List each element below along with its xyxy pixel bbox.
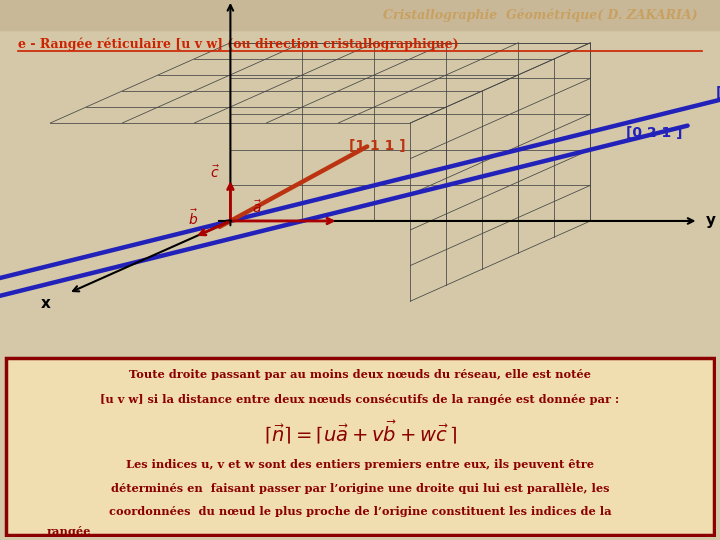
Text: rangée: rangée: [46, 526, 91, 537]
Text: Les indices u, v et w sont des entiers premiers entre eux, ils peuvent être: Les indices u, v et w sont des entiers p…: [126, 460, 594, 470]
Text: [1 1 1 ]: [1 1 1 ]: [349, 139, 406, 153]
Text: [u v w] si la distance entre deux nœuds consécutifs de la rangée est donnée par : [u v w] si la distance entre deux nœuds …: [100, 394, 620, 406]
Text: e - Rangée réticulaire [u v w] (ou direction cristallographique): e - Rangée réticulaire [u v w] (ou direc…: [18, 38, 459, 51]
Text: x: x: [40, 296, 50, 311]
Text: $\vec{b}$: $\vec{b}$: [188, 208, 198, 228]
Text: coordonnées  du nœud le plus proche de l’origine constituent les indices de la: coordonnées du nœud le plus proche de l’…: [109, 507, 611, 517]
Text: $\lceil \vec{n} \rceil = \lceil u\vec{a} + v\vec{b} + w\vec{c}\, \rceil$: $\lceil \vec{n} \rceil = \lceil u\vec{a}…: [264, 418, 456, 446]
Text: $\vec{c}$: $\vec{c}$: [210, 165, 220, 181]
Text: déterminés en  faisant passer par l’origine une droite qui lui est parallèle, le: déterminés en faisant passer par l’origi…: [111, 483, 609, 494]
Text: Toute droite passant par au moins deux nœuds du réseau, elle est notée: Toute droite passant par au moins deux n…: [129, 369, 591, 380]
Text: $\vec{a}$: $\vec{a}$: [252, 199, 262, 215]
Text: [0 2 1 ]: [0 2 1 ]: [716, 86, 720, 100]
Text: [0 2 1 ]: [0 2 1 ]: [626, 126, 683, 140]
Bar: [0, 0, 720, 30]
Text: Cristallographie  Géométrique( D. ZAKARIA): Cristallographie Géométrique( D. ZAKARIA…: [383, 8, 697, 22]
FancyBboxPatch shape: [6, 358, 714, 536]
Text: y: y: [706, 213, 716, 228]
